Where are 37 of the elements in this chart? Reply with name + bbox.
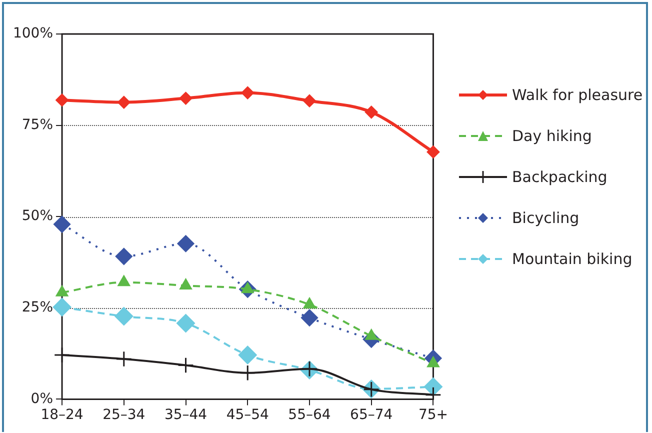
- point: [52, 298, 72, 316]
- point: [117, 96, 130, 109]
- x-tick-label: 75+: [418, 407, 448, 424]
- point: [115, 248, 132, 266]
- legend-label: Day hiking: [512, 126, 592, 144]
- point: [178, 357, 194, 374]
- point: [426, 145, 440, 158]
- point: [53, 216, 71, 233]
- x-tick-label: 65–74: [350, 407, 393, 424]
- y-tick-label: 0%: [30, 390, 54, 407]
- legend-label: Backpacking: [512, 168, 608, 186]
- point: [54, 346, 70, 364]
- legend-label: Mountain biking: [512, 250, 632, 268]
- x-tick-label: 45–54: [226, 407, 270, 424]
- point: [56, 94, 69, 107]
- point: [176, 314, 196, 333]
- point: [300, 309, 318, 326]
- point: [239, 364, 256, 382]
- point: [116, 350, 132, 368]
- x-tick-label: 35–44: [164, 407, 208, 424]
- y-tick-label: 75%: [22, 116, 54, 133]
- legend-label: Bicycling: [512, 208, 580, 226]
- point: [364, 106, 378, 119]
- point: [424, 377, 443, 396]
- point: [241, 86, 254, 100]
- y-tick-label: 100%: [12, 26, 54, 42]
- point: [177, 235, 194, 252]
- y-tick-label: 50%: [22, 208, 54, 224]
- point: [238, 346, 257, 364]
- x-tick-label: 25–34: [102, 407, 146, 424]
- point: [179, 92, 192, 105]
- point: [302, 94, 316, 108]
- x-tick-label: 18–24: [40, 407, 84, 424]
- y-tick-label: 25%: [22, 300, 54, 316]
- x-tick-label: 55–64: [288, 407, 331, 424]
- point: [114, 307, 134, 326]
- legend-label: Walk for pleasure: [512, 86, 643, 104]
